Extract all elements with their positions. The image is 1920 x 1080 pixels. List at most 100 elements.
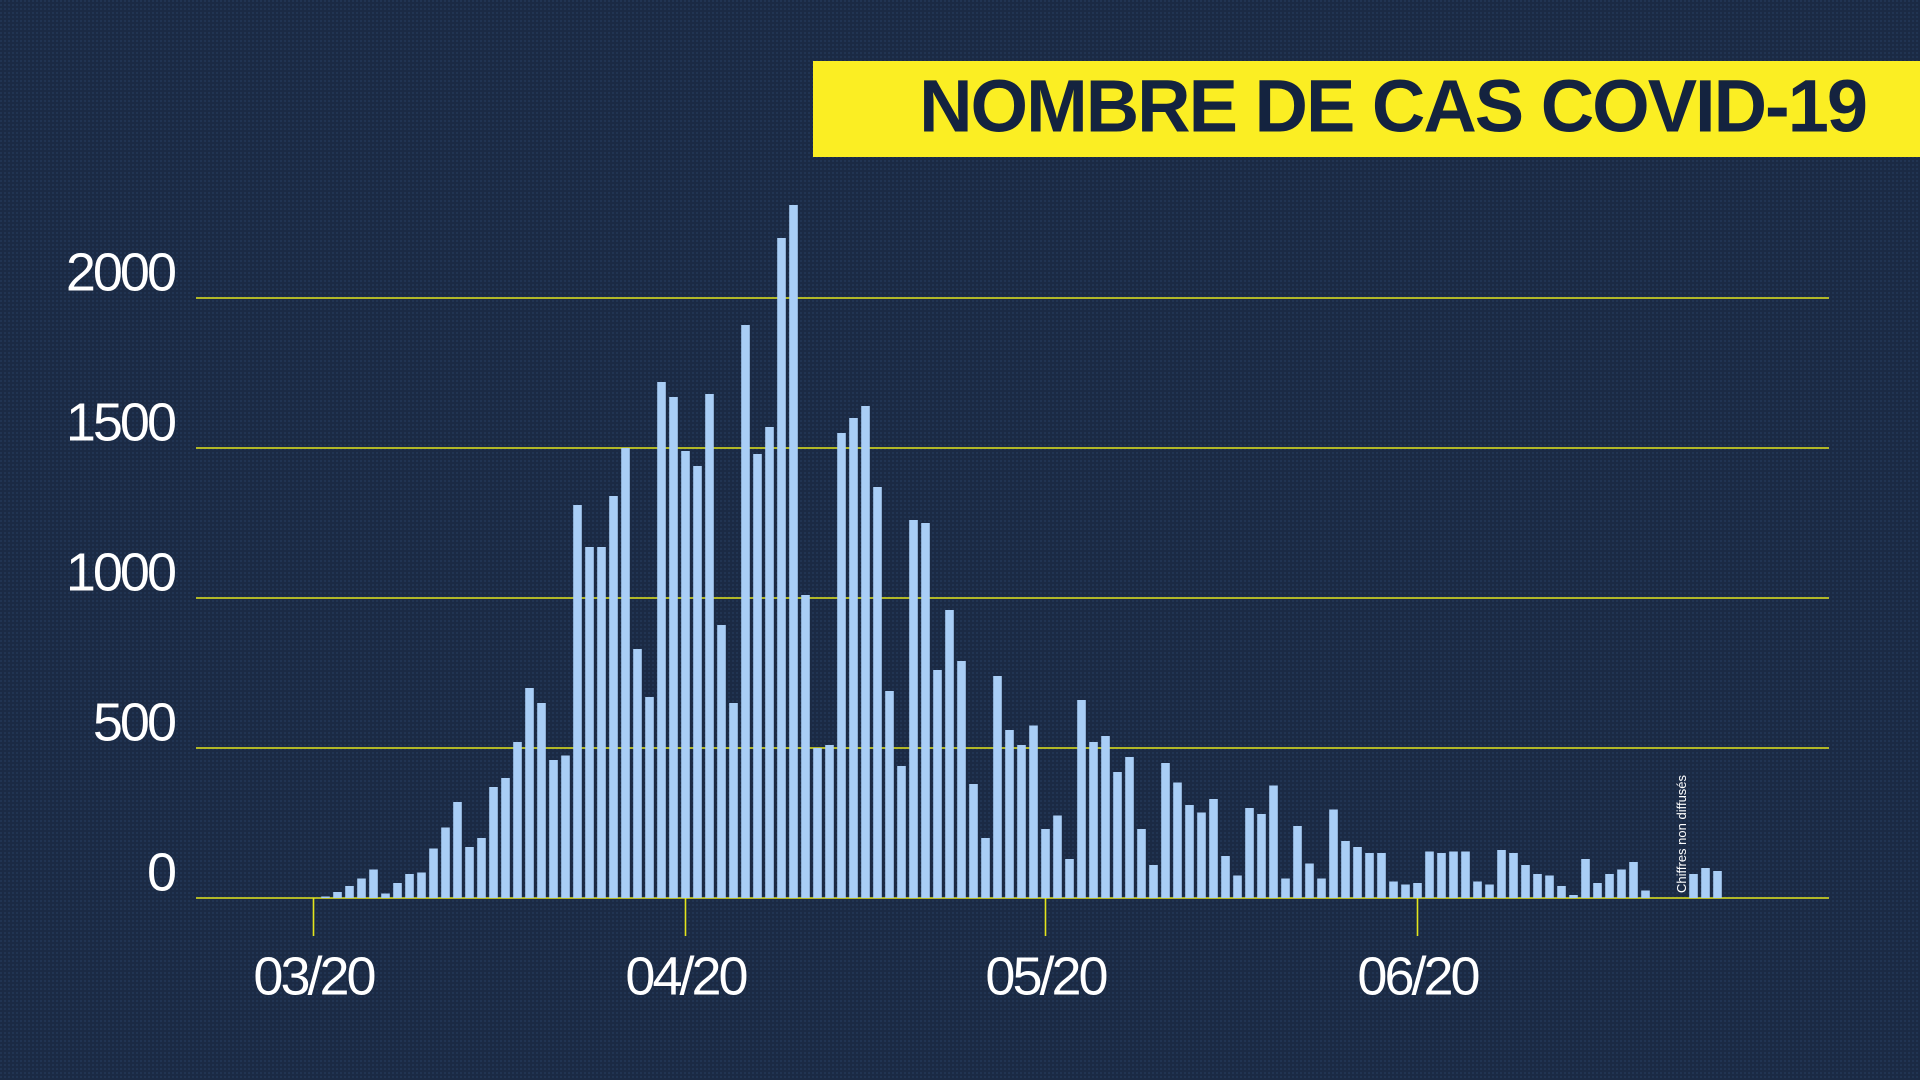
bar — [1485, 884, 1494, 898]
bar — [1641, 890, 1650, 898]
bar — [825, 745, 834, 898]
bar — [1317, 878, 1326, 898]
bar — [525, 688, 534, 898]
bar — [357, 878, 366, 898]
bar — [465, 847, 474, 898]
bar — [669, 397, 678, 898]
bar — [633, 649, 642, 898]
bar — [1377, 853, 1386, 898]
chart-title: NOMBRE DE CAS COVID-19 — [919, 65, 1866, 148]
bar — [1209, 799, 1218, 898]
bar — [1089, 742, 1098, 898]
bar — [1269, 785, 1278, 898]
bar — [741, 325, 750, 898]
bar — [1413, 883, 1422, 898]
bar — [1569, 895, 1578, 898]
bar — [945, 610, 954, 898]
bar — [1425, 851, 1434, 898]
bar — [921, 523, 930, 898]
bar — [537, 703, 546, 898]
bar — [1017, 745, 1026, 898]
bar — [609, 496, 618, 898]
bar — [897, 766, 906, 898]
bar — [429, 848, 438, 898]
bar — [1389, 881, 1398, 898]
bar — [321, 896, 330, 898]
bar — [1581, 859, 1590, 898]
bar — [513, 742, 522, 898]
bar — [801, 595, 810, 898]
bar — [873, 487, 882, 898]
bar — [1461, 851, 1470, 898]
bar — [885, 691, 894, 898]
bar — [369, 869, 378, 898]
bar — [1341, 841, 1350, 898]
bar — [1197, 812, 1206, 898]
bar — [561, 755, 570, 898]
bar — [909, 520, 918, 898]
bar — [333, 892, 342, 898]
bar — [1533, 874, 1542, 898]
bar — [777, 238, 786, 898]
bar — [1245, 808, 1254, 898]
y-tick-label: 500 — [93, 692, 175, 752]
bar — [1617, 869, 1626, 898]
annotation: Chiffres non diffusés — [1674, 774, 1689, 893]
x-tick-label: 04/20 — [625, 946, 746, 1006]
bar — [1509, 853, 1518, 898]
bar — [1629, 862, 1638, 898]
bar — [597, 547, 606, 898]
bar — [477, 838, 486, 898]
bar — [837, 433, 846, 898]
bar — [1497, 850, 1506, 898]
bar — [501, 778, 510, 898]
y-tick-label: 0 — [147, 842, 175, 902]
bar — [1101, 736, 1110, 898]
bar — [573, 505, 582, 898]
bar — [1185, 805, 1194, 898]
y-tick-label: 1000 — [66, 542, 175, 602]
bar — [1005, 730, 1014, 898]
bar — [1113, 772, 1122, 898]
bar — [1065, 859, 1074, 898]
bar — [1593, 883, 1602, 898]
bar — [585, 547, 594, 898]
bar — [1365, 853, 1374, 898]
bar — [1305, 863, 1314, 898]
bar — [657, 382, 666, 898]
bar — [1713, 871, 1722, 898]
bar — [1449, 851, 1458, 898]
bar — [1077, 700, 1086, 898]
bar — [1053, 815, 1062, 898]
bar — [1161, 763, 1170, 898]
bar — [1437, 853, 1446, 898]
bar — [1173, 782, 1182, 898]
y-tick-label: 2000 — [66, 242, 175, 302]
bar — [981, 838, 990, 898]
bar — [393, 883, 402, 898]
x-tick-label: 03/20 — [253, 946, 374, 1006]
x-tick-label: 05/20 — [985, 946, 1106, 1006]
bar — [381, 893, 390, 898]
bar — [1689, 874, 1698, 898]
y-tick-label: 1500 — [66, 392, 175, 452]
bar — [1521, 865, 1530, 898]
bar — [957, 661, 966, 898]
bar — [1233, 875, 1242, 898]
bar — [405, 874, 414, 898]
bar — [489, 787, 498, 898]
bar — [621, 448, 630, 898]
bar — [1605, 874, 1614, 898]
bar — [1281, 878, 1290, 898]
bar — [1125, 757, 1134, 898]
bar — [1401, 884, 1410, 898]
bar — [849, 418, 858, 898]
bar — [1149, 865, 1158, 898]
bar — [969, 784, 978, 898]
bar — [765, 427, 774, 898]
bar — [717, 625, 726, 898]
bar — [453, 802, 462, 898]
bar — [729, 703, 738, 898]
